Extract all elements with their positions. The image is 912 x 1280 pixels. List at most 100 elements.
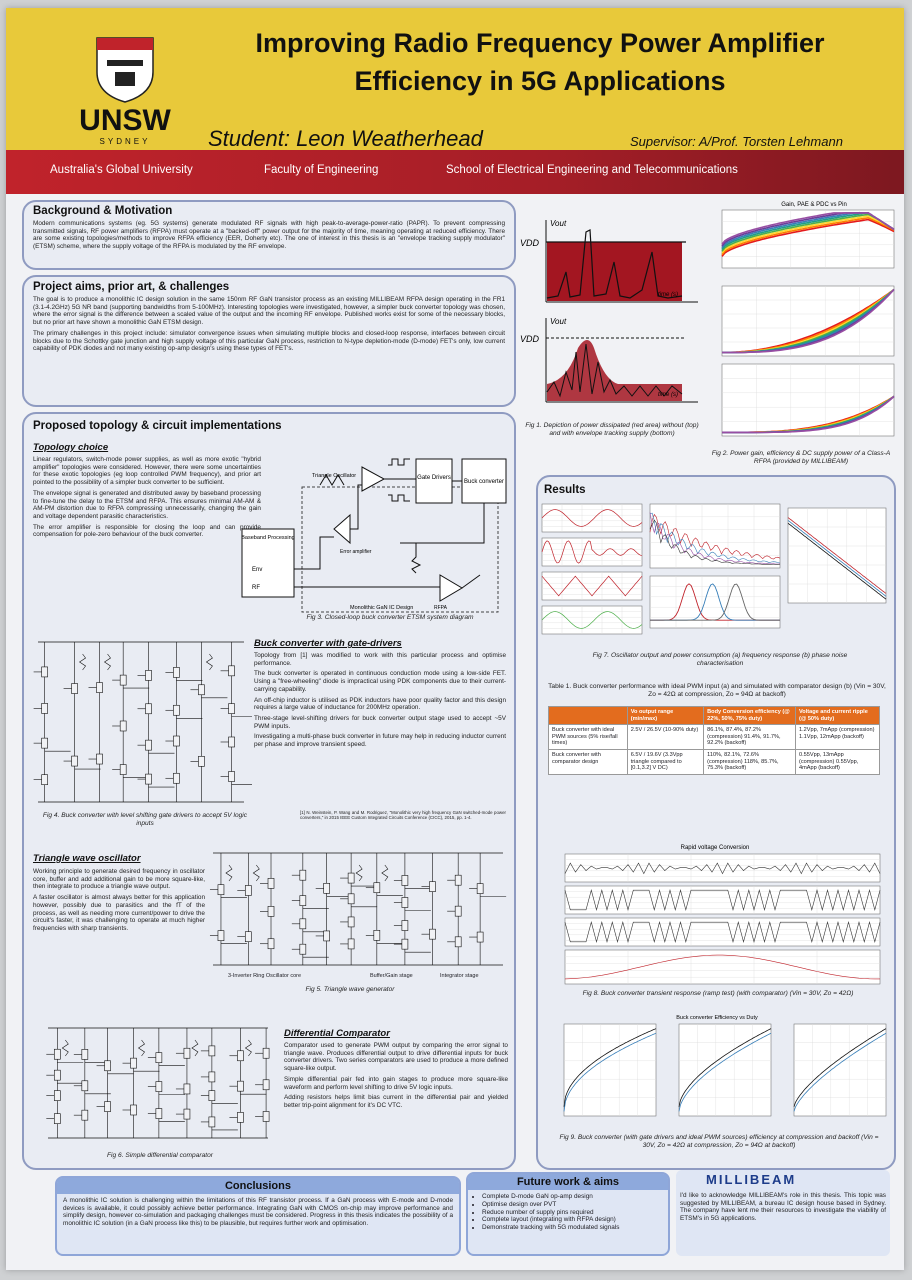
millibeam-logo: MILLIBEAM [706, 1172, 797, 1187]
stage-label: Buffer/Gain stage [370, 973, 413, 979]
paragraphs: The goal is to produce a monolithic IC d… [33, 296, 505, 356]
label: time (s) [658, 292, 678, 298]
comparator [361, 466, 386, 492]
transistor [130, 1104, 137, 1116]
student: Student: Leon Weatherhead [208, 126, 483, 151]
paragraph: The envelope signal is generated and dis… [33, 489, 261, 520]
caption: Fig 1. Depiction of power dissipated (re… [525, 422, 699, 437]
paragraph: The goal is to produce a monolithic IC d… [33, 296, 505, 327]
fig9: Buck converter Efficiency vs Duty [563, 1015, 887, 1117]
table-cell: 1.2Vpp, 7mApp (compression) 1.1Vpp, 12mA… [794, 724, 881, 750]
transistor [81, 1109, 89, 1121]
transistor [217, 930, 225, 941]
plot-frame [541, 503, 643, 533]
transistor [145, 739, 152, 751]
transistor [323, 930, 330, 942]
curve [649, 513, 781, 560]
resistor [137, 1039, 145, 1057]
list-item: Optimise design over PVT [482, 1201, 668, 1209]
paragraphs: Topology from [1] was modified to work w… [254, 652, 506, 752]
paragraph: Working principle to generate desired fr… [33, 868, 205, 891]
caption: Fig 8. Buck converter transient response… [582, 990, 854, 997]
transistor [237, 1050, 244, 1062]
transistor [454, 874, 462, 886]
table-cell: 110%, 82.1%, 72.6% (compression) 118%, 8… [703, 748, 796, 775]
label: VDD [520, 334, 540, 344]
transistor [262, 1047, 270, 1059]
paragraph: An off-chip inductor is utilised as PDK … [254, 696, 506, 712]
curve [564, 889, 881, 911]
transistor [267, 878, 275, 889]
pwm [388, 494, 410, 502]
resistor [191, 1039, 199, 1057]
label: Vout [550, 219, 567, 228]
transistor [96, 753, 103, 765]
curve [787, 522, 887, 600]
table-row: Vo output range (min/max) Body Conversion… [548, 705, 881, 726]
transistor [347, 893, 355, 905]
plot-frame [564, 949, 881, 985]
transistor [119, 674, 127, 686]
fig4 [33, 641, 252, 803]
transistor [237, 1112, 244, 1123]
transistor [41, 666, 48, 678]
curve [721, 216, 895, 256]
logo-text: UNSW [79, 104, 171, 137]
plot-title: Buck converter Efficiency vs Duty [676, 1015, 758, 1021]
list-item: Reduce number of supply pins required [482, 1209, 668, 1217]
paragraph: Linear regulators, switch-mode power sup… [33, 456, 261, 487]
transistor [454, 905, 462, 917]
wire [461, 574, 481, 589]
transistor [429, 928, 436, 940]
table-cell: 6.5V / 19.6V (3.3Vpp triangle compared t… [626, 748, 705, 775]
transistor [244, 885, 252, 896]
paragraph: The error amplifier is responsible for c… [33, 523, 261, 539]
transistor [71, 755, 78, 767]
curve [721, 218, 895, 257]
transistor [119, 720, 127, 732]
curve [541, 509, 643, 527]
transistor [41, 703, 48, 714]
table-cell: 86.1%, 87.4%, 87.2% (compression) 91.4%,… [703, 724, 796, 750]
label: time (s) [658, 392, 678, 398]
fig6 [46, 1027, 270, 1139]
caption: Fig 6. Simple differential comparator [107, 1152, 213, 1159]
curve [678, 1032, 772, 1112]
table-cell: Buck converter with ideal PWM sources (5… [548, 724, 628, 750]
block-label: Monolithic GaN IC Design [350, 605, 413, 611]
block-label: RFPA [434, 605, 448, 611]
subheading: Triangle wave oscillator [33, 853, 141, 864]
paragraphs: Comparator used to generate PWM output b… [284, 1042, 508, 1113]
transistor [347, 916, 355, 928]
transistor [401, 897, 409, 908]
resistor [61, 1039, 69, 1057]
subheading: Buck converter with gate-drivers [254, 638, 402, 649]
transistor [155, 1081, 163, 1092]
transistor [155, 1052, 163, 1063]
curve [650, 583, 780, 621]
plot-frame [541, 537, 643, 567]
transistor [145, 670, 152, 681]
triangle-wave [319, 474, 345, 486]
block [241, 528, 295, 598]
wire [400, 503, 485, 544]
fig7 [541, 503, 887, 635]
section-heading: Project aims, prior art, & challenges [33, 281, 230, 293]
transistor [323, 882, 330, 894]
ack-box: MILLIBEAM I'd like to acknowledge MILLIB… [676, 1170, 890, 1256]
transistor [347, 938, 355, 950]
caption: Fig 4. Buck converter with level shiftin… [42, 812, 248, 827]
paragraphs: Working principle to generate desired fr… [33, 868, 205, 936]
curve [793, 1028, 887, 1107]
transistor [267, 938, 275, 950]
table: Vo output range (min/max) Body Conversion… [548, 705, 881, 775]
subheading: Differential Comparator [284, 1028, 390, 1039]
section-heading: Proposed topology & circuit implementati… [33, 420, 282, 432]
transistor [228, 665, 235, 677]
paragraph: Comparator used to generate PWM output b… [284, 1042, 508, 1073]
transistor [81, 1049, 89, 1060]
curve [721, 215, 895, 254]
band-text: Australia's Global University [50, 164, 193, 176]
future-box: Future work & aims Complete D-mode GaN o… [466, 1172, 670, 1256]
transistor [53, 1048, 61, 1060]
